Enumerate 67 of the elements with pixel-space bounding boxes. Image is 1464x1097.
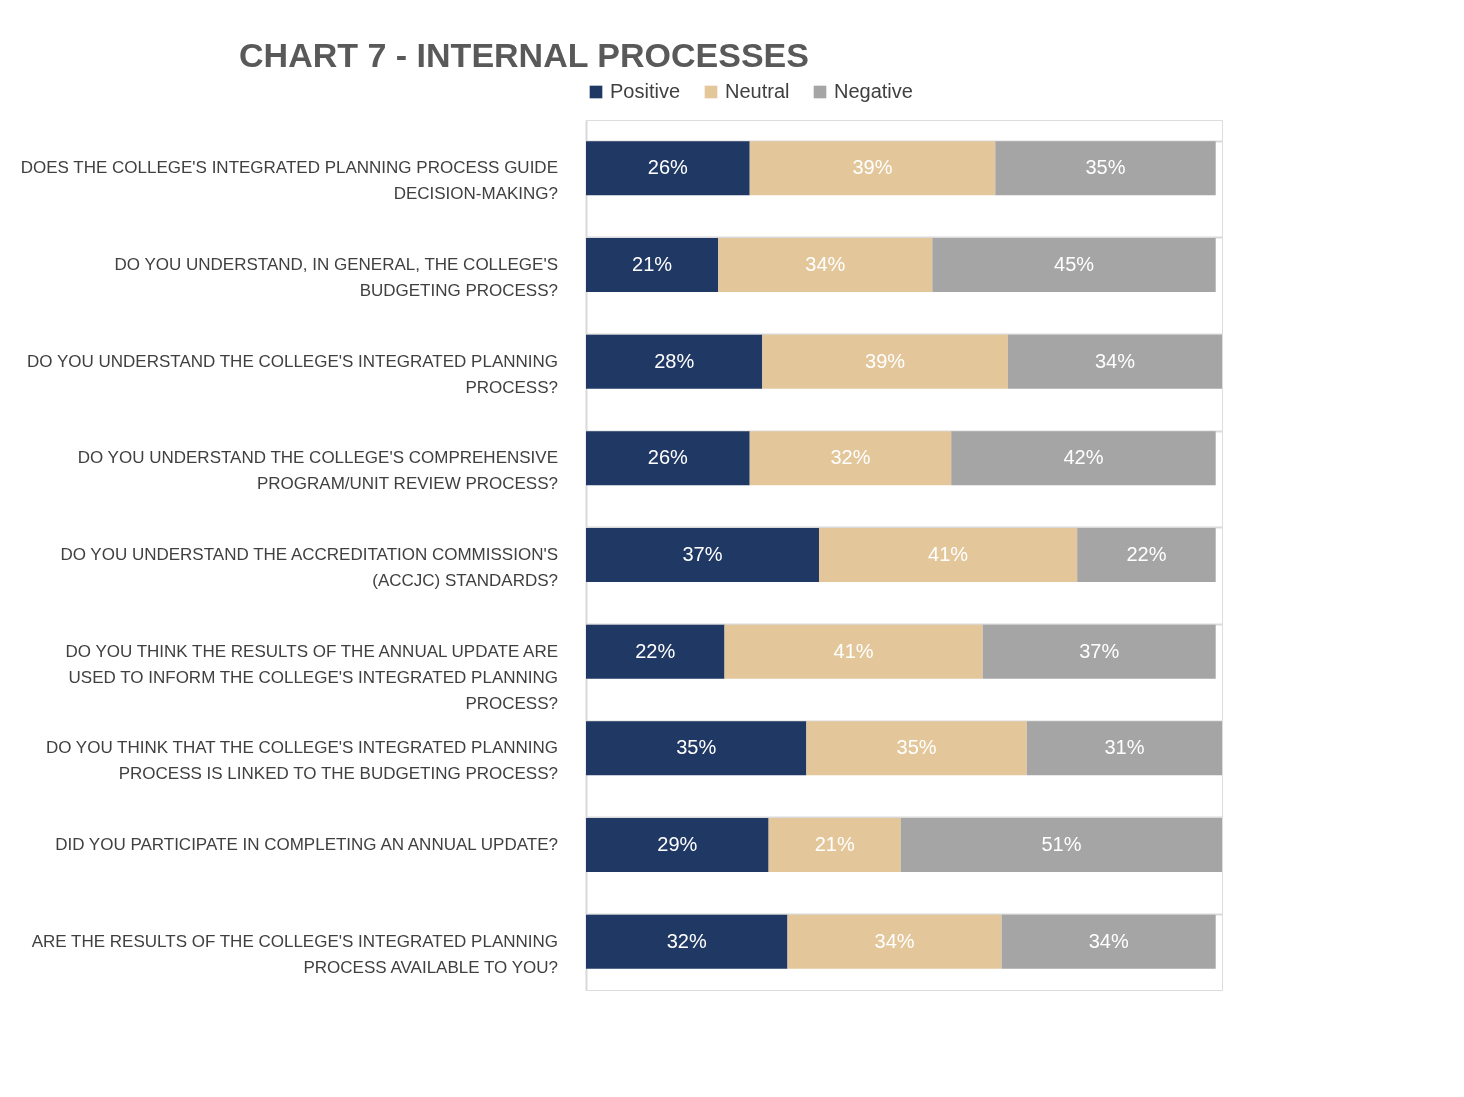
bar (1026, 721, 1222, 776)
data-label: 22% (1126, 543, 1167, 565)
bar (982, 624, 1216, 679)
data-label: 34% (805, 253, 846, 275)
bar (586, 238, 719, 292)
data-label: 37% (1079, 639, 1120, 662)
y-tick-label: DID YOU PARTICIPATE IN COMPLETING AN ANNUAL UPDATE? (55, 835, 558, 854)
y-tick-label: DO YOU UNDERSTAND THE ACCREDITATION COMMISSION'S (ACCJC) STANDARDS? (60, 545, 558, 590)
data-label: 22% (635, 639, 676, 662)
data-label: 32% (830, 446, 871, 469)
y-tick-label: DO YOU UNDERSTAND, IN GENERAL, THE COLLEGE'S BUDGETING PROCESS? (114, 255, 558, 300)
data-label: 29% (657, 833, 698, 855)
data-label: 41% (928, 543, 969, 565)
bar (586, 818, 769, 872)
bar (586, 334, 763, 389)
legend-label: Positive (610, 80, 681, 102)
bar (1001, 914, 1216, 969)
bar (718, 238, 933, 292)
bar (724, 624, 983, 679)
bar (586, 431, 750, 486)
bar (749, 141, 996, 196)
y-tick-label: DO YOU THINK THE RESULTS OF THE ANNUAL UPDATE ARE USED TO INFORM THE COLLEGE'S INTEGRATED PLANNING PROCESS? (65, 641, 558, 713)
bar (586, 528, 819, 582)
legend-label: Neutral (725, 80, 790, 102)
chart-title: CHART 7 - INTERNAL PROCESSES (239, 36, 809, 74)
data-label: 21% (632, 253, 673, 275)
data-label: 26% (647, 446, 689, 469)
data-label: 45% (1054, 253, 1095, 275)
data-label: 34% (1088, 929, 1129, 952)
bar (586, 624, 725, 679)
legend-label: Negative (834, 80, 913, 102)
y-tick-label: DO YOU THINK THAT THE COLLEGE'S INTEGRATED PLANNING PROCESS IS LINKED TO THE BUDGETING PROCESS? (45, 738, 558, 784)
bar (932, 238, 1216, 292)
y-tick-label: DOES THE COLLEGE'S INTEGRATED PLANNING PROCESS GUIDE DECISION-MAKING? (20, 158, 558, 204)
data-label: 39% (852, 156, 893, 179)
bar (900, 818, 1222, 872)
bar (787, 914, 1002, 969)
bar (951, 431, 1216, 486)
data-label: 21% (814, 833, 855, 855)
bar (749, 431, 952, 486)
y-tick-label: DO YOU UNDERSTAND THE COLLEGE'S COMPREHENSIVE PROGRAM/UNIT REVIEW PROCESS? (77, 448, 558, 494)
bar (586, 914, 788, 969)
bar (586, 141, 750, 196)
data-label: 26% (647, 156, 689, 179)
bar (768, 818, 901, 872)
data-label: 42% (1063, 446, 1104, 469)
data-label: 35% (896, 736, 937, 759)
data-label: 34% (1094, 349, 1136, 372)
data-label: 32% (666, 929, 707, 952)
data-label: 31% (1104, 736, 1145, 759)
y-tick-label: ARE THE RESULTS OF THE COLLEGE'S INTEGRATED PLANNING PROCESS AVAILABLE TO YOU? (31, 931, 558, 977)
data-label: 51% (1041, 833, 1082, 855)
bar (995, 141, 1216, 196)
y-tick-label: DO YOU UNDERSTAND THE COLLEGE'S INTEGRATED PLANNING PROCESS? (27, 351, 558, 397)
data-label: 28% (654, 349, 695, 372)
bar (1077, 528, 1216, 582)
data-label: 39% (865, 349, 906, 372)
bar (806, 721, 1027, 776)
data-label: 41% (833, 639, 874, 662)
bar (762, 334, 1008, 389)
bar (586, 721, 807, 776)
data-label: 37% (682, 543, 723, 565)
bar (818, 528, 1078, 582)
data-label: 35% (1085, 156, 1126, 179)
bar (1007, 334, 1222, 389)
data-label: 34% (874, 929, 915, 952)
data-label: 35% (676, 736, 717, 759)
